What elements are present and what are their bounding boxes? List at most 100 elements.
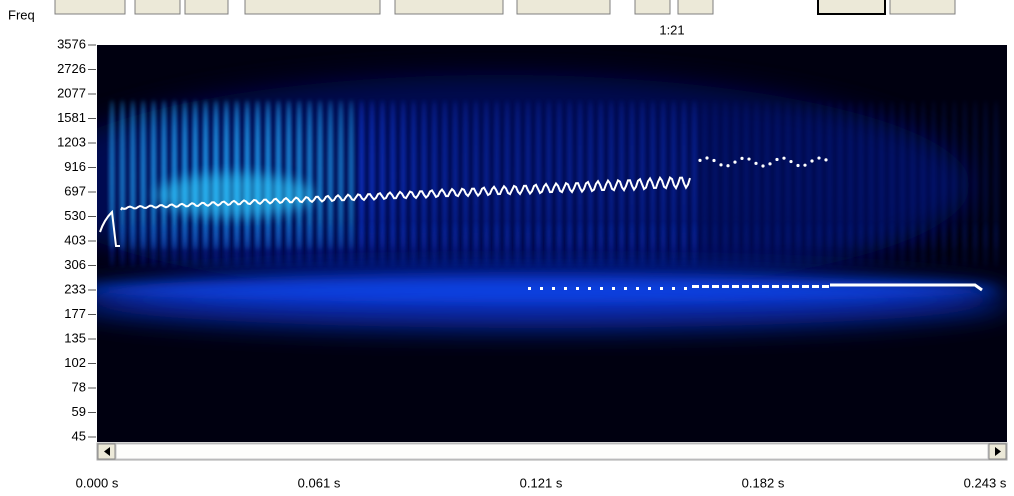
harmonic-stripe: [733, 223, 739, 267]
harmonic-stripe: [775, 100, 781, 250]
harmonic-stripe: [234, 223, 239, 267]
pitch-line: [830, 283, 983, 292]
harmonic-stripe: [338, 100, 344, 250]
harmonic-stripe: [661, 223, 666, 267]
zoom-label: 1:21: [659, 22, 684, 37]
harmonic-stripe: [587, 100, 594, 250]
harmonic-stripe: [161, 223, 167, 267]
harmonic-stripe: [723, 100, 729, 250]
harmonic-stripe: [473, 223, 479, 267]
harmonic-stripe: [920, 100, 926, 250]
harmonic-stripe: [681, 223, 687, 267]
harmonic-stripe: [806, 100, 812, 250]
pitch-dash: [692, 285, 699, 288]
pitch-dash: [742, 285, 749, 288]
button[interactable]: [134, 0, 181, 15]
harmonic-stripe: [452, 100, 458, 250]
button[interactable]: [634, 0, 671, 15]
pitch-dot: [796, 163, 800, 168]
y-axis: 3576 2726 2077 1581 1203 916 697 530 403 306 233 17…: [57, 36, 96, 443]
arrow-icon: [995, 447, 1001, 456]
harmonic-stripe: [390, 223, 395, 267]
button[interactable]: [244, 0, 381, 15]
harmonic-stripe: [889, 223, 895, 267]
harmonic-stripe: [847, 100, 854, 250]
harmonic-stripe: [484, 223, 489, 267]
harmonic-stripe: [328, 223, 333, 267]
pitch-dot: [528, 287, 531, 290]
harmonic-stripe: [629, 100, 635, 250]
button[interactable]: [677, 0, 714, 15]
harmonic-stripe: [660, 100, 666, 250]
pitch-dot: [576, 287, 579, 290]
harmonic-stripe: [431, 100, 437, 250]
harmonic-stripe: [369, 100, 375, 250]
harmonic-stripe: [796, 223, 801, 267]
button[interactable]: [394, 0, 504, 15]
y-tick-label: 530: [64, 208, 86, 223]
pitch-dot: [588, 287, 591, 290]
harmonic-stripe: [494, 100, 500, 250]
pitch-dash: [792, 285, 799, 288]
harmonic-stripe: [671, 223, 676, 267]
harmonic-stripe: [858, 100, 864, 250]
button[interactable]: [54, 0, 126, 15]
harmonic-stripe: [525, 100, 531, 250]
harmonic-stripe: [494, 223, 499, 267]
button[interactable]: [516, 0, 611, 15]
harmonic-stripe: [245, 223, 250, 267]
y-tick-label: 3576: [57, 36, 86, 51]
harmonic-stripe: [941, 100, 947, 250]
harmonic-stripe: [119, 100, 125, 250]
y-tick-label: 78: [72, 379, 86, 394]
harmonic-stripe: [754, 100, 760, 250]
harmonic-stripe: [972, 100, 978, 250]
harmonic-stripe: [858, 223, 863, 267]
button[interactable]: [817, 0, 886, 15]
harmonic-stripe: [557, 223, 562, 267]
pitch-dot: [564, 287, 567, 290]
harmonic-stripe: [473, 100, 479, 250]
harmonic-stripe: [463, 100, 469, 250]
harmonic-stripe: [505, 223, 510, 267]
pitch-dot: [540, 287, 543, 290]
harmonic-stripe: [785, 100, 791, 250]
harmonic-stripe: [380, 223, 385, 267]
harmonic-stripe: [182, 223, 187, 267]
harmonic-stripe: [671, 100, 677, 250]
harmonic-stripe: [400, 100, 406, 250]
pitch-dot: [684, 287, 687, 290]
button[interactable]: [184, 0, 229, 15]
harmonic-stripe: [712, 100, 718, 250]
pitch-dash: [752, 285, 759, 288]
y-tick-label: 135: [64, 330, 86, 345]
harmonic-stripe: [171, 100, 177, 250]
harmonic-stripe: [453, 223, 458, 267]
pitch-dash: [712, 285, 719, 288]
harmonic-stripe: [535, 100, 542, 250]
harmonic-stripe: [931, 223, 936, 267]
toolbar: 1:21: [54, 0, 956, 37]
x-tick-label: 0.243 s: [964, 475, 1007, 490]
y-tick-label: 1581: [57, 110, 86, 125]
harmonic-stripe: [619, 223, 624, 267]
harmonic-stripe: [515, 223, 520, 267]
y-tick-label: 403: [64, 232, 86, 247]
scroll-thumb[interactable]: [115, 443, 989, 460]
harmonic-stripe: [723, 223, 728, 267]
harmonic-stripe: [765, 223, 770, 267]
harmonic-stripe: [151, 100, 157, 250]
harmonic-stripe: [816, 100, 822, 250]
scrollbar[interactable]: [96, 442, 1008, 461]
harmonic-stripe: [868, 100, 874, 250]
harmonic-stripe: [598, 100, 604, 250]
button[interactable]: [889, 0, 956, 15]
harmonic-stripe: [681, 100, 687, 250]
harmonic-stripe: [504, 100, 510, 250]
harmonic-stripe: [359, 100, 365, 250]
harmonic-stripe: [952, 223, 957, 267]
pitch-dot: [712, 158, 716, 163]
harmonic-stripe: [702, 223, 707, 267]
pitch-dot: [612, 287, 615, 290]
harmonic-stripe: [421, 100, 427, 250]
